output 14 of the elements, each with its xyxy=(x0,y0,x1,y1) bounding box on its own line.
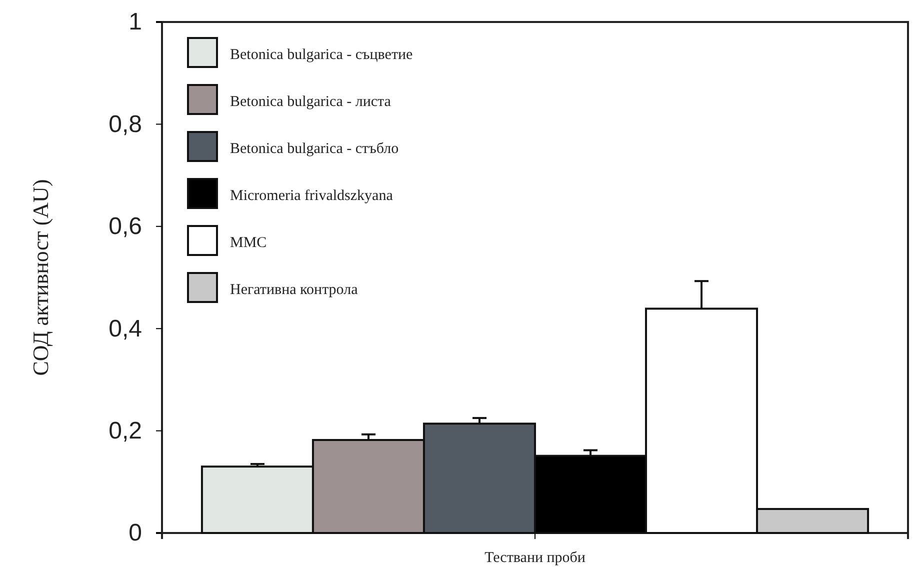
y-tick-label: 0,6 xyxy=(108,213,142,240)
legend-label: Betonica bulgarica - листа xyxy=(230,94,392,110)
legend-label: ММС xyxy=(230,235,267,251)
legend-label: Micromeria frivaldszkyana xyxy=(230,188,394,204)
y-tick-label: 1 xyxy=(128,8,142,36)
y-axis-title: СОД активност (AU) xyxy=(28,179,53,376)
y-tick-label: 0,4 xyxy=(108,315,142,342)
y-tick-label: 0 xyxy=(128,520,142,547)
legend-label: Betonica bulgarica - стъбло xyxy=(230,141,399,157)
x-axis-title: Тествани проби xyxy=(484,550,586,566)
legend-label: Негативна контрола xyxy=(230,282,358,298)
y-tick-label: 0,2 xyxy=(108,417,142,444)
legend-label: Betonica bulgarica - съцветие xyxy=(230,47,414,63)
y-tick-label: 0,8 xyxy=(108,110,142,138)
